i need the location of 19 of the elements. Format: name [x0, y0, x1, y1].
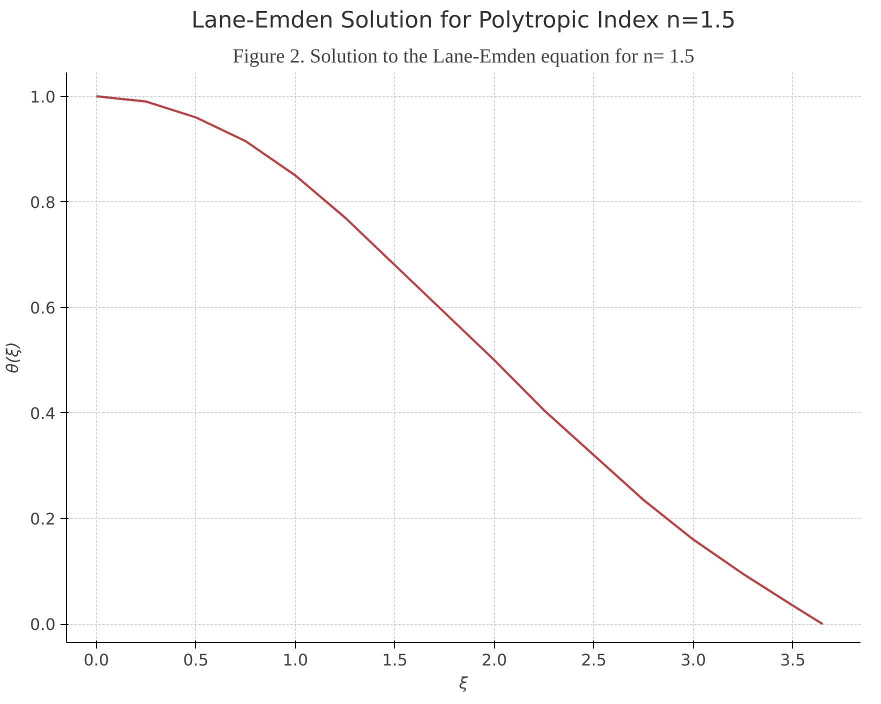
y-tick-label: 0.6 [30, 298, 56, 318]
x-tick-label: 2.5 [581, 650, 607, 670]
y-tick-label: 0.2 [30, 509, 56, 528]
caption: Figure 2. Solution to the Lane-Emden equation for n= 1.5 [232, 46, 694, 68]
y-tick-label: 0.4 [30, 404, 56, 423]
y-tick-label: 1.0 [30, 87, 56, 106]
x-tick-label: 0.5 [183, 650, 209, 670]
x-tick-label: 3.0 [680, 650, 706, 670]
x-tick-label: 3.5 [780, 650, 806, 670]
x-axis-title: ξ [458, 674, 470, 692]
chart-title: Lane-Emden Solution for Polytropic Index n=1.5 [191, 8, 736, 34]
x-tick-label: 1.0 [282, 650, 308, 670]
x-tick-label: 0.0 [84, 650, 110, 670]
y-axis-title: θ(ξ) [3, 342, 22, 374]
x-tick-label: 2.0 [482, 650, 508, 670]
y-tick-label: 0.8 [30, 192, 56, 212]
line-series [95, 95, 824, 626]
y-tick-label: 0.0 [30, 615, 56, 634]
x-tick-label: 1.5 [382, 650, 408, 670]
